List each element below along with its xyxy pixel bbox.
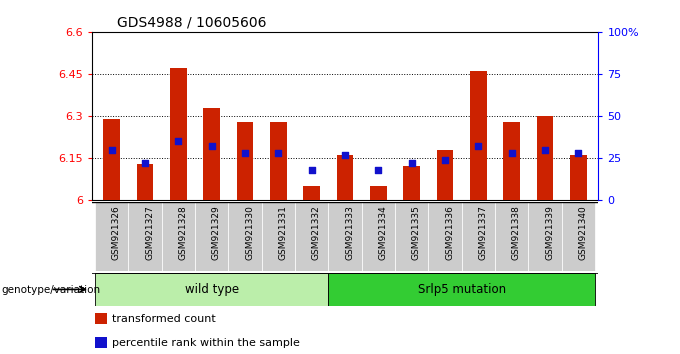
- Text: GSM921337: GSM921337: [479, 205, 488, 260]
- Point: [373, 167, 384, 173]
- Text: GSM921327: GSM921327: [145, 205, 154, 260]
- Bar: [370, 186, 387, 200]
- Text: GSM921328: GSM921328: [178, 205, 188, 260]
- Text: GSM921329: GSM921329: [211, 205, 221, 260]
- Point: [106, 147, 117, 152]
- FancyBboxPatch shape: [428, 202, 462, 271]
- FancyBboxPatch shape: [129, 202, 162, 271]
- FancyBboxPatch shape: [462, 202, 495, 271]
- FancyBboxPatch shape: [528, 202, 562, 271]
- Point: [407, 160, 418, 166]
- FancyBboxPatch shape: [328, 273, 595, 306]
- FancyBboxPatch shape: [395, 202, 428, 271]
- FancyBboxPatch shape: [262, 202, 295, 271]
- Text: GSM921326: GSM921326: [112, 205, 121, 260]
- Point: [239, 150, 250, 156]
- FancyBboxPatch shape: [495, 202, 528, 271]
- Bar: [237, 121, 254, 200]
- Text: GSM921330: GSM921330: [245, 205, 254, 260]
- FancyBboxPatch shape: [95, 202, 129, 271]
- Point: [540, 147, 551, 152]
- Bar: [170, 68, 187, 200]
- FancyBboxPatch shape: [95, 273, 328, 306]
- Point: [206, 143, 217, 149]
- Text: wild type: wild type: [185, 283, 239, 296]
- Bar: [270, 121, 287, 200]
- Point: [440, 157, 451, 162]
- Point: [573, 150, 584, 156]
- FancyBboxPatch shape: [295, 202, 328, 271]
- Bar: [103, 119, 120, 200]
- Text: GSM921331: GSM921331: [278, 205, 288, 260]
- Text: GDS4988 / 10605606: GDS4988 / 10605606: [117, 15, 267, 29]
- Text: percentile rank within the sample: percentile rank within the sample: [112, 338, 300, 348]
- Text: Srlp5 mutation: Srlp5 mutation: [418, 283, 506, 296]
- Point: [306, 167, 317, 173]
- FancyBboxPatch shape: [328, 202, 362, 271]
- FancyBboxPatch shape: [195, 202, 228, 271]
- Text: GSM921339: GSM921339: [545, 205, 554, 260]
- Bar: [437, 150, 454, 200]
- Bar: [537, 116, 554, 200]
- Bar: [203, 108, 220, 200]
- Text: GSM921338: GSM921338: [512, 205, 521, 260]
- Bar: [503, 121, 520, 200]
- Text: GSM921332: GSM921332: [311, 205, 321, 260]
- Point: [339, 152, 351, 158]
- Bar: [137, 164, 154, 200]
- Bar: [403, 166, 420, 200]
- Point: [473, 143, 484, 149]
- Text: GSM921340: GSM921340: [579, 205, 588, 260]
- Text: GSM921333: GSM921333: [345, 205, 354, 260]
- Text: transformed count: transformed count: [112, 314, 216, 324]
- Point: [273, 150, 284, 156]
- Text: GSM921334: GSM921334: [379, 205, 388, 260]
- Bar: [470, 71, 487, 200]
- Point: [139, 160, 150, 166]
- FancyBboxPatch shape: [362, 202, 395, 271]
- Bar: [337, 155, 354, 200]
- Text: GSM921335: GSM921335: [412, 205, 421, 260]
- Text: GSM921336: GSM921336: [445, 205, 454, 260]
- Point: [507, 150, 517, 156]
- FancyBboxPatch shape: [228, 202, 262, 271]
- FancyBboxPatch shape: [162, 202, 195, 271]
- Bar: [570, 155, 587, 200]
- Bar: [303, 186, 320, 200]
- FancyBboxPatch shape: [562, 202, 595, 271]
- Point: [173, 138, 184, 144]
- Text: genotype/variation: genotype/variation: [1, 285, 101, 295]
